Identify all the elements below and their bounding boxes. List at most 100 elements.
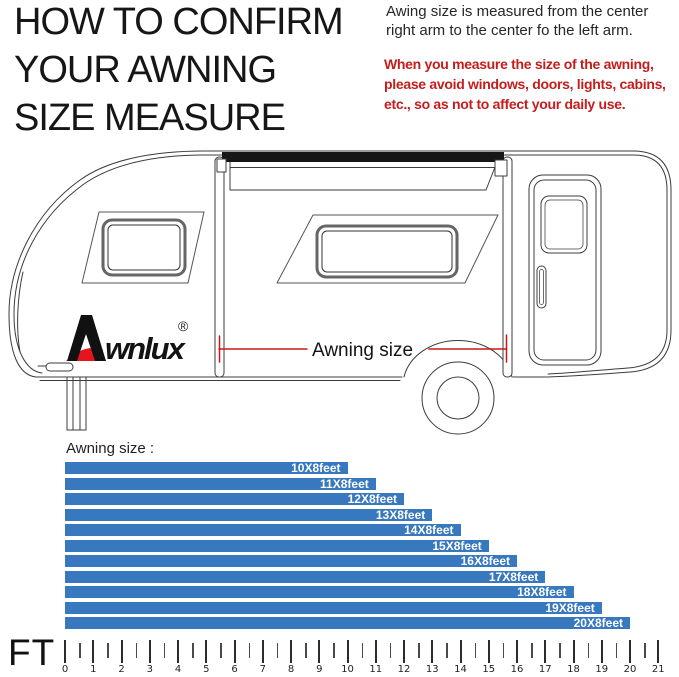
ruler-number-6: 6 bbox=[231, 664, 238, 675]
bar-label: 10X8feet bbox=[291, 461, 341, 475]
ruler-tick-9 bbox=[318, 640, 321, 663]
ruler-minor-tick bbox=[305, 643, 307, 658]
ruler-tick-13 bbox=[431, 640, 434, 663]
middle-window bbox=[276, 214, 499, 284]
ruler-number-0: 0 bbox=[61, 664, 69, 675]
ruler-tick-5 bbox=[205, 640, 208, 663]
ruler-minor-tick bbox=[502, 643, 505, 658]
ruler-number-3: 3 bbox=[146, 664, 153, 675]
ruler-tick-8 bbox=[290, 640, 292, 663]
ruler-tick-20 bbox=[629, 640, 631, 663]
ruler-minor-tick bbox=[644, 643, 646, 658]
ruler-number-16: 16 bbox=[510, 664, 524, 675]
bar-label: 11X8feet bbox=[320, 476, 369, 491]
ruler-tick-4 bbox=[177, 640, 179, 663]
measurement-note-line-1: Awing size is measured from the center bbox=[386, 3, 649, 20]
bar-label: 13X8feet bbox=[375, 507, 426, 522]
bar-label: 14X8feet bbox=[404, 523, 454, 537]
ruler-minor-tick bbox=[220, 643, 222, 658]
bar-label: 18X8feet bbox=[517, 585, 567, 599]
entry-step bbox=[37, 362, 74, 372]
bar-14X8feet: 14X8feet bbox=[65, 524, 461, 536]
awning-fabric bbox=[229, 161, 498, 191]
ruler-minor-tick bbox=[559, 643, 561, 658]
ruler-minor-tick bbox=[474, 643, 477, 658]
measure-lines bbox=[218, 334, 508, 363]
ruler-number-15: 15 bbox=[482, 664, 496, 675]
bar-12X8feet: 12X8feet bbox=[65, 493, 404, 505]
registered-trademark-icon: ® bbox=[178, 318, 189, 334]
ruler-number-21: 21 bbox=[651, 664, 665, 675]
ruler-number-14: 14 bbox=[454, 664, 467, 675]
ruler-unit-label: FT bbox=[8, 632, 56, 673]
title-line-3: SIZE MEASURE bbox=[14, 97, 286, 139]
ruler-number-10: 10 bbox=[341, 664, 354, 675]
bar-10X8feet: 10X8feet bbox=[65, 462, 348, 474]
ruler-minor-tick bbox=[389, 643, 392, 658]
ruler-minor-tick bbox=[587, 643, 590, 658]
bar-19X8feet: 19X8feet bbox=[65, 600, 602, 615]
bar-16X8feet: 16X8feet bbox=[65, 555, 517, 567]
ruler-tick-3 bbox=[148, 640, 151, 663]
bar-label: 20X8feet bbox=[573, 616, 623, 630]
ruler-number-17: 17 bbox=[538, 664, 552, 675]
ruler-tick-14 bbox=[459, 640, 462, 663]
measurement-note-line-2: right arm to the center fo the left arm. bbox=[386, 22, 633, 39]
ruler-minor-tick bbox=[163, 643, 166, 658]
door-window bbox=[540, 195, 588, 254]
ruler-tick-11 bbox=[374, 640, 377, 663]
ruler-tick-21 bbox=[657, 640, 660, 663]
ruler-number-4: 4 bbox=[174, 664, 182, 675]
title-line-2: YOUR AWNING bbox=[14, 49, 277, 91]
ruler-minor-tick bbox=[79, 643, 81, 658]
awning-arm-left bbox=[214, 156, 225, 378]
wheel bbox=[421, 361, 495, 435]
brand-logo-text: wnlux bbox=[105, 331, 187, 366]
bar-label: 16X8feet bbox=[460, 554, 510, 568]
ruler-number-20: 20 bbox=[623, 664, 637, 675]
ruler-tick-2 bbox=[120, 640, 123, 663]
ruler-tick-6 bbox=[233, 640, 236, 663]
jack-stand bbox=[66, 376, 87, 431]
measurement-note: Awing size is measured from the center r… bbox=[386, 2, 679, 40]
bar-18X8feet: 18X8feet bbox=[65, 586, 574, 598]
ruler-number-7: 7 bbox=[259, 664, 266, 675]
ruler-minor-tick bbox=[276, 643, 279, 658]
ruler-tick-12 bbox=[403, 640, 405, 663]
bar-15X8feet: 15X8feet bbox=[65, 538, 489, 553]
bar-label: 17X8feet bbox=[488, 569, 539, 584]
ruler-number-19: 19 bbox=[595, 664, 609, 675]
ruler-number-8: 8 bbox=[287, 664, 295, 675]
bar-17X8feet: 17X8feet bbox=[65, 569, 546, 584]
ruler-tick-15 bbox=[487, 640, 490, 663]
page-title: HOW TO CONFIRM YOUR AWNING SIZE MEASURE bbox=[14, 0, 386, 142]
ruler-tick-17 bbox=[544, 640, 547, 663]
camper-body-outline bbox=[8, 150, 672, 381]
bar-label: 19X8feet bbox=[545, 600, 595, 615]
bar-label: 15X8feet bbox=[432, 538, 482, 553]
ruler-number-5: 5 bbox=[203, 664, 210, 675]
ruler-minor-tick bbox=[333, 643, 335, 658]
ruler-tick-10 bbox=[346, 640, 349, 663]
measurement-warning-line-1: When you measure the size of the awning, bbox=[384, 56, 654, 72]
title-line-1: HOW TO CONFIRM bbox=[14, 1, 344, 43]
ruler-tick-19 bbox=[600, 640, 603, 663]
front-window bbox=[81, 211, 205, 284]
ruler-number-13: 13 bbox=[425, 664, 439, 675]
measurement-warning-line-3: etc., so as not to affect your daily use… bbox=[384, 96, 626, 112]
chart-title: Awning size : bbox=[66, 440, 155, 457]
ruler-minor-tick bbox=[446, 643, 448, 658]
ruler-minor-tick bbox=[135, 643, 138, 658]
measurement-warning: When you measure the size of the awning,… bbox=[384, 54, 679, 114]
door-handle bbox=[536, 265, 547, 309]
ruler-tick-16 bbox=[516, 640, 518, 663]
ruler-minor-tick bbox=[192, 643, 194, 658]
brand-logo-a-icon bbox=[67, 315, 106, 361]
awning-roller bbox=[216, 152, 508, 177]
measure-label: Awning size bbox=[312, 340, 413, 361]
ruler-minor-tick bbox=[248, 643, 251, 658]
bar-11X8feet: 11X8feet bbox=[65, 476, 376, 491]
ruler-tick-1 bbox=[92, 640, 95, 663]
awning-arm-right bbox=[502, 156, 513, 378]
